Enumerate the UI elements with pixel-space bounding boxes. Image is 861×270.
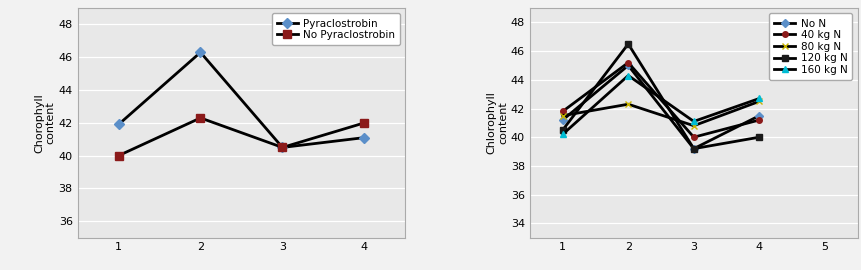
Pyraclostrobin xyxy=(195,51,206,54)
120 kg N xyxy=(753,136,764,139)
80 kg N xyxy=(753,100,764,103)
160 kg N xyxy=(753,97,764,100)
160 kg N xyxy=(557,133,567,136)
Legend: No N, 40 kg N, 80 kg N, 120 kg N, 160 kg N: No N, 40 kg N, 80 kg N, 120 kg N, 160 kg… xyxy=(768,13,852,80)
80 kg N xyxy=(623,103,633,106)
Y-axis label: Chorophyll
content: Chorophyll content xyxy=(34,93,56,153)
40 kg N xyxy=(753,118,764,122)
No Pyraclostrobin xyxy=(359,121,369,124)
No Pyraclostrobin xyxy=(277,146,288,149)
Line: No N: No N xyxy=(560,63,761,151)
Y-axis label: Chlorophyll
content: Chlorophyll content xyxy=(486,92,507,154)
Pyraclostrobin xyxy=(277,146,288,149)
160 kg N xyxy=(623,74,633,77)
No Pyraclostrobin xyxy=(195,116,206,120)
120 kg N xyxy=(623,42,633,46)
Line: 80 kg N: 80 kg N xyxy=(559,98,762,129)
80 kg N xyxy=(688,124,698,127)
40 kg N xyxy=(688,136,698,139)
40 kg N xyxy=(623,61,633,64)
160 kg N xyxy=(688,120,698,123)
120 kg N xyxy=(557,129,567,132)
No N xyxy=(688,147,698,150)
No N xyxy=(753,114,764,117)
Line: 120 kg N: 120 kg N xyxy=(559,40,762,152)
120 kg N xyxy=(688,147,698,150)
80 kg N xyxy=(557,114,567,117)
No N xyxy=(623,64,633,67)
40 kg N xyxy=(557,110,567,113)
Pyraclostrobin xyxy=(359,136,369,139)
Line: No Pyraclostrobin: No Pyraclostrobin xyxy=(115,114,369,160)
Line: 40 kg N: 40 kg N xyxy=(560,60,761,140)
Pyraclostrobin xyxy=(114,123,124,126)
Line: Pyraclostrobin: Pyraclostrobin xyxy=(115,49,368,151)
Line: 160 kg N: 160 kg N xyxy=(559,72,762,138)
No N xyxy=(557,118,567,122)
Legend: Pyraclostrobin, No Pyraclostrobin: Pyraclostrobin, No Pyraclostrobin xyxy=(271,13,400,45)
No Pyraclostrobin xyxy=(114,154,124,157)
